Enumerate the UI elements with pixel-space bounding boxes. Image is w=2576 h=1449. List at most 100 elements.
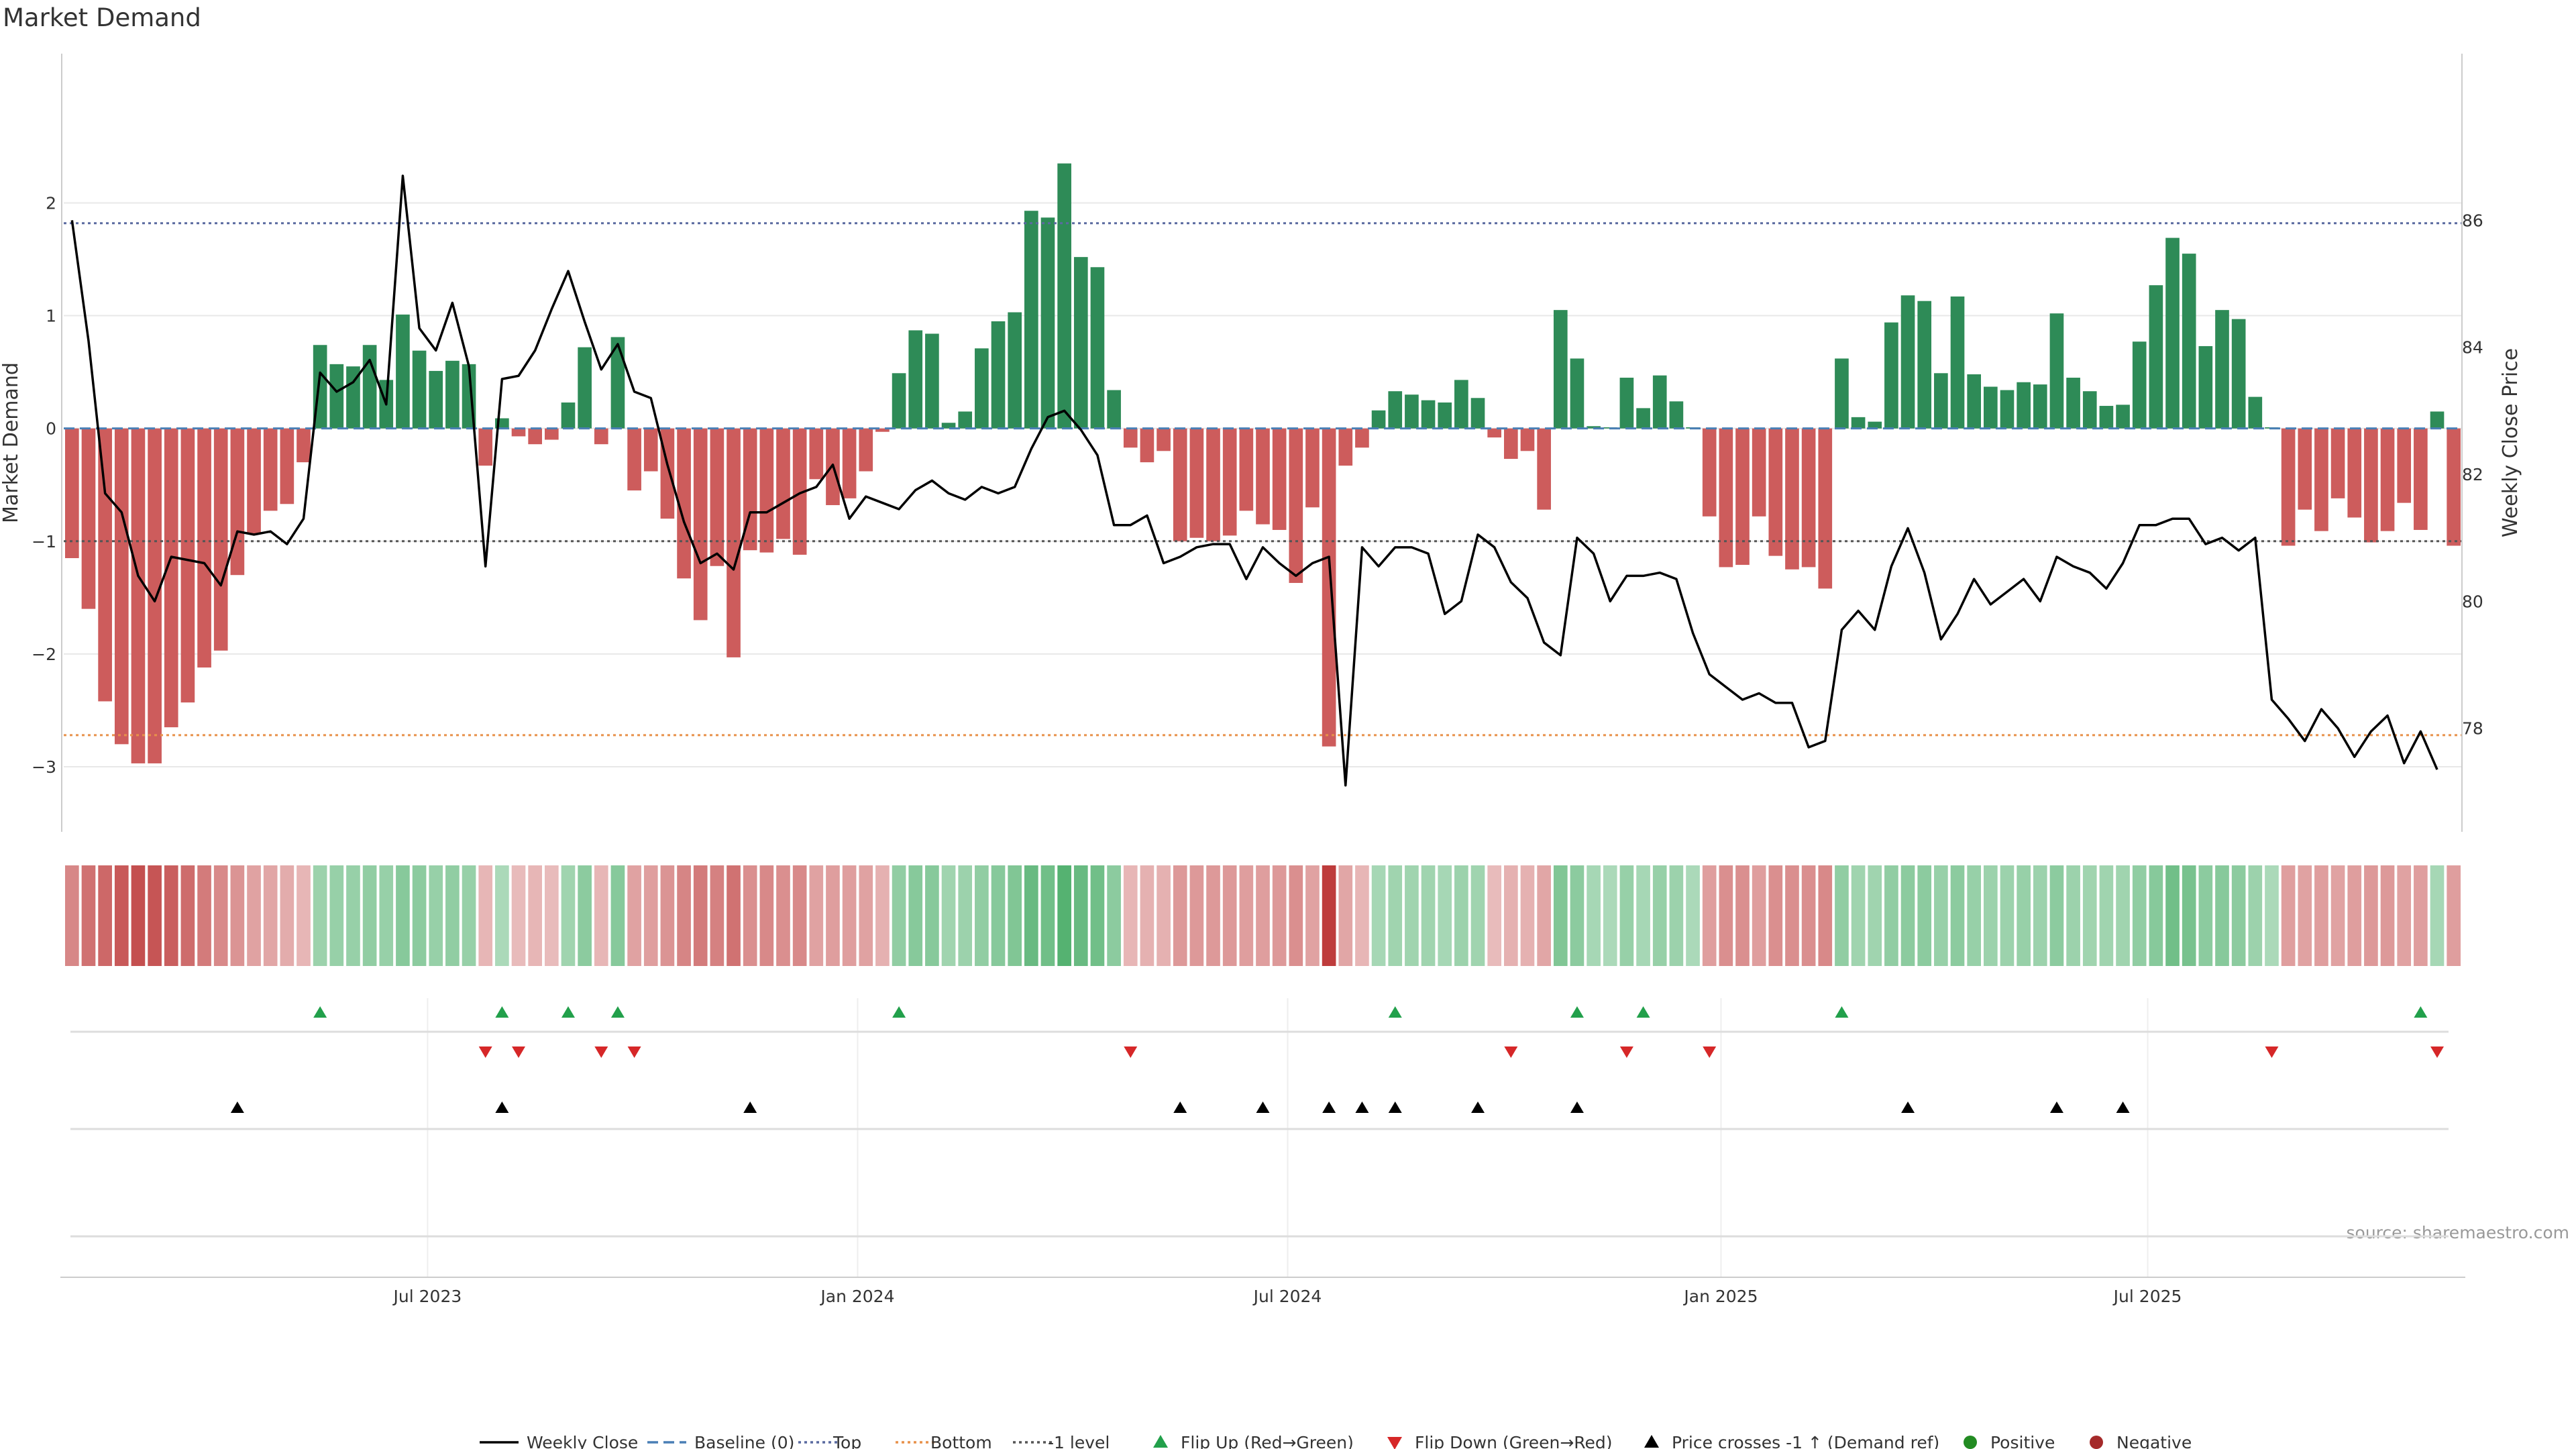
strip-cell	[396, 865, 410, 966]
strip-cell	[230, 865, 245, 966]
chart-title: Market Demand	[3, 3, 201, 32]
strip-cell	[727, 865, 741, 966]
price-cross-marker	[2049, 1102, 2063, 1113]
reference-lines	[64, 222, 2462, 737]
strip-cell	[346, 865, 360, 966]
y-tick-label: 2	[46, 193, 56, 213]
demand-bar	[809, 428, 824, 480]
demand-bar	[693, 428, 708, 621]
demand-bar	[1950, 296, 1965, 429]
strip-cell	[131, 865, 146, 966]
strip-cell	[1024, 865, 1038, 966]
demand-bar	[1818, 428, 1833, 589]
strip-cell	[1355, 865, 1369, 966]
demand-bar	[1305, 428, 1320, 508]
demand-bar	[2000, 390, 2015, 429]
demand-bar	[627, 428, 641, 491]
strip-cell	[1438, 865, 1452, 966]
demand-bar	[2298, 428, 2312, 510]
strip-cell	[329, 865, 344, 966]
price-cross-marker	[1570, 1102, 1584, 1113]
flip-up-marker	[1636, 1006, 1650, 1018]
strip-cell	[1206, 865, 1220, 966]
demand-bar	[1388, 391, 1403, 429]
strip-cell	[2397, 865, 2412, 966]
demand-bar	[1421, 400, 1436, 429]
demand-bar	[1967, 374, 1981, 429]
demand-bar	[2215, 310, 2229, 429]
demand-bar	[545, 428, 559, 440]
legend-label: Positive	[1990, 1433, 2055, 1449]
strip-cell	[1272, 865, 1287, 966]
demand-bar	[2231, 319, 2246, 429]
price-cross-marker	[1322, 1102, 1336, 1113]
legend-swatch-negative	[2090, 1436, 2103, 1449]
weekly-close-polyline	[70, 174, 2438, 787]
strip-cell	[1735, 865, 1750, 966]
demand-bar	[1189, 428, 1204, 538]
demand-bar	[842, 428, 857, 498]
strip-cell	[1289, 865, 1303, 966]
strip-cell	[495, 865, 509, 966]
demand-bar	[2066, 378, 2080, 429]
demand-bar	[2430, 411, 2445, 429]
demand-bar	[478, 428, 493, 466]
strip-cell	[2099, 865, 2114, 966]
strip-cell	[478, 865, 493, 966]
demand-bar	[412, 350, 427, 429]
flip-down-marker	[594, 1046, 608, 1058]
flip-up-marker	[313, 1006, 327, 1018]
strip-cell	[1785, 865, 1799, 966]
strip-cell	[98, 865, 112, 966]
demand-bar	[148, 428, 162, 763]
strip-cell	[148, 865, 162, 966]
demand-bar	[1835, 358, 1849, 429]
legend-label: Negative	[2116, 1433, 2192, 1449]
demand-bar	[1652, 375, 1667, 429]
demand-bar	[1702, 428, 1717, 517]
x-tick-label: Jul 2023	[392, 1287, 462, 1306]
demand-bar	[1057, 163, 1071, 429]
demand-bar	[164, 428, 178, 728]
strip-cell	[1752, 865, 1766, 966]
demand-bar	[991, 321, 1006, 429]
demand-bar	[329, 364, 344, 429]
flip-down-marker	[1124, 1046, 1138, 1058]
y2-tick-label: 86	[2462, 211, 2483, 230]
demand-bar	[1520, 428, 1535, 451]
demand-bar	[1272, 428, 1287, 530]
strip-cell	[2116, 865, 2130, 966]
strip-cell	[263, 865, 278, 966]
x-tick-label: Jul 2025	[2112, 1287, 2182, 1306]
strip-cell	[2314, 865, 2328, 966]
demand-bar	[578, 347, 592, 429]
x-tick-label: Jan 2025	[1682, 1287, 1758, 1306]
strip-cell	[1405, 865, 1419, 966]
legend: Weekly Close Baseline (0) Top Bottom -1 leve…	[480, 1433, 2192, 1449]
demand-bar	[875, 428, 890, 432]
demand-bar	[1222, 428, 1237, 536]
strip-cell	[1107, 865, 1121, 966]
strip-cell	[925, 865, 939, 966]
strip-cell	[445, 865, 460, 966]
demand-bar	[1454, 380, 1468, 429]
demand-bar	[213, 428, 228, 651]
flip-up-marker	[1835, 1006, 1849, 1018]
demand-bar	[2347, 428, 2362, 518]
strip-cell	[1322, 865, 1336, 966]
flip-down-marker	[1619, 1046, 1633, 1058]
demand-bar	[958, 411, 973, 429]
strip-cell	[2017, 865, 2031, 966]
strip-cell	[1173, 865, 1187, 966]
strip-cell	[1868, 865, 1882, 966]
strip-cell	[2330, 865, 2345, 966]
flip-down-marker	[512, 1046, 526, 1058]
strip-cell	[1884, 865, 1898, 966]
demand-bar	[941, 423, 956, 429]
demand-bar	[1587, 426, 1601, 429]
demand-bars	[65, 163, 2461, 763]
demand-bar	[1470, 398, 1485, 429]
price-cross-marker	[1471, 1102, 1485, 1113]
demand-bar	[180, 428, 195, 703]
